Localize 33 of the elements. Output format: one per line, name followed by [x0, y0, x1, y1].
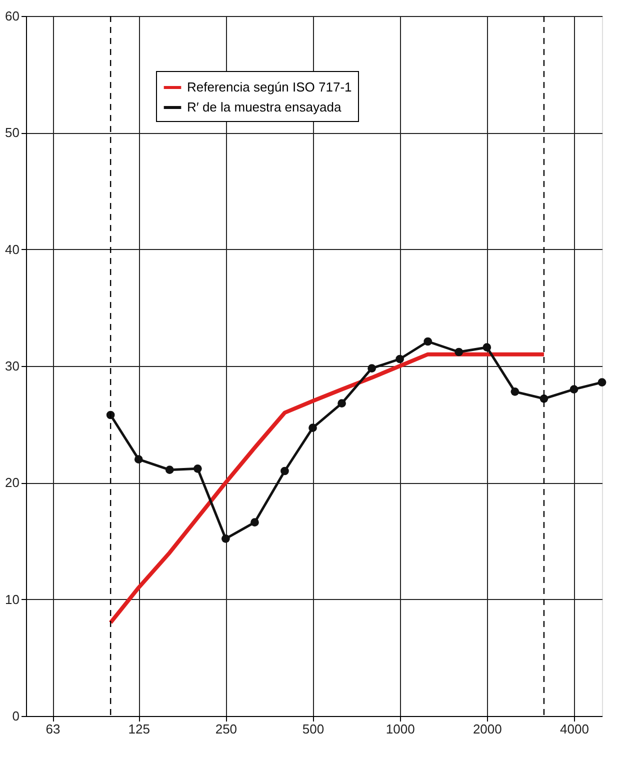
point	[540, 394, 548, 403]
point	[165, 466, 174, 474]
point	[338, 399, 346, 408]
x-tick-label: 2000	[472, 722, 502, 736]
point	[482, 343, 492, 352]
y-tick-label: 20	[5, 475, 20, 490]
point	[134, 455, 143, 464]
point	[308, 424, 317, 432]
point	[368, 364, 376, 373]
y-tick-label: 40	[5, 242, 20, 257]
x-tick-label: 4000	[560, 722, 589, 736]
x-tick-label: 250	[215, 722, 238, 736]
legend-label: R′ de la muestra ensayada	[187, 100, 342, 114]
point	[250, 518, 259, 527]
point	[454, 348, 464, 356]
x-tick-label: 125	[128, 722, 150, 736]
point	[510, 387, 520, 396]
y-tick-label: 60	[5, 8, 20, 24]
point	[396, 354, 404, 364]
point	[193, 464, 202, 473]
legend-label: Referencia según ISO 717-1	[187, 80, 352, 94]
point	[222, 534, 230, 543]
x-tick-label: 500	[302, 722, 324, 736]
point	[598, 378, 606, 387]
point	[570, 385, 578, 394]
y-tick-label: 0	[12, 708, 20, 724]
point	[280, 466, 289, 476]
y-tick-label: 30	[5, 358, 20, 374]
point	[424, 337, 432, 346]
x-tick-label: 1000	[386, 722, 415, 736]
y-tick-label: 50	[5, 125, 20, 140]
y-tick-label: 10	[5, 592, 20, 607]
x-tick-label: 63	[46, 722, 60, 736]
